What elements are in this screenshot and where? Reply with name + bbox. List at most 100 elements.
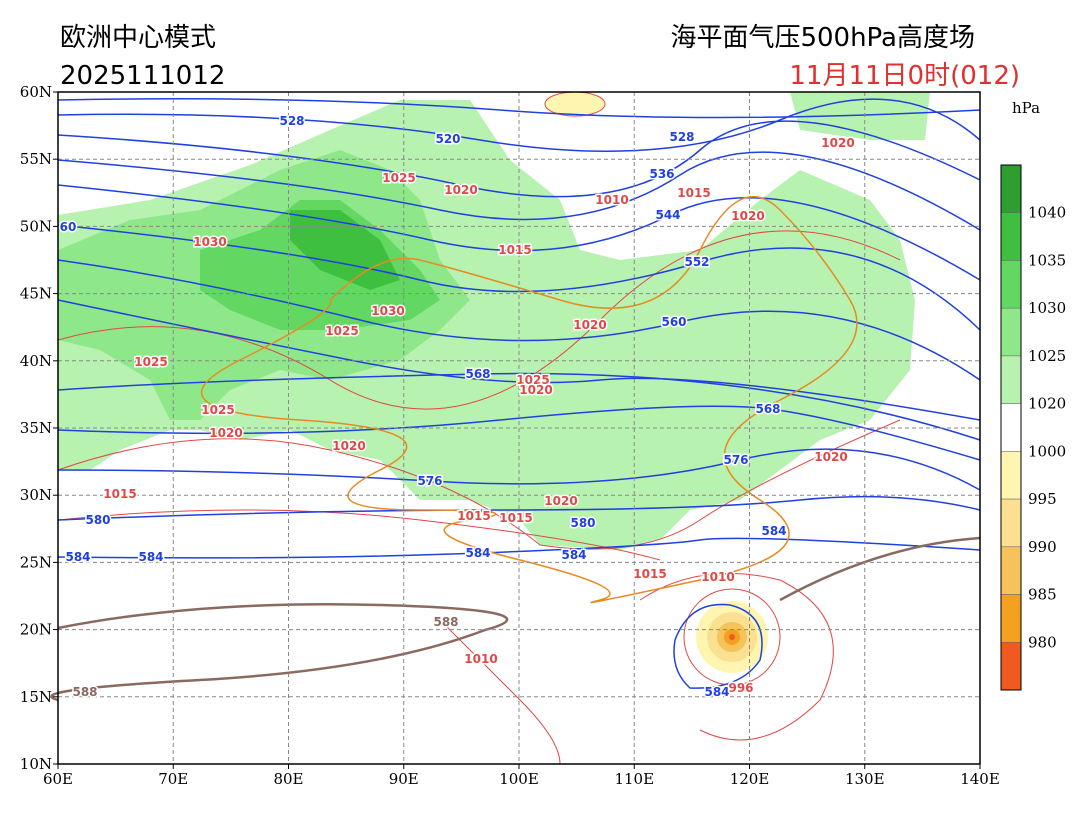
colorbar-label: 995	[1028, 490, 1057, 508]
pressure-label: 1025	[516, 373, 549, 387]
pressure-label: 1015	[457, 509, 490, 523]
pressure-label: 1030	[193, 235, 226, 249]
lat-label: 50N	[20, 217, 52, 235]
pressure-label: 1010	[464, 652, 497, 666]
shade-low	[729, 634, 735, 640]
colorbar-label: 1000	[1028, 442, 1066, 460]
run-time: 2025111012	[60, 61, 225, 91]
height-label: 584	[65, 550, 90, 564]
height-label: 584	[138, 550, 163, 564]
contour-labels: 528 520 528 536 544 552 560 568 568 576 576 580 580 5…	[58, 113, 856, 701]
pressure-label: 1025	[201, 403, 234, 417]
colorbar-swatch	[1000, 212, 1022, 261]
colorbar-frame	[1000, 164, 1022, 691]
colorbar-unit: hPa	[1012, 99, 1040, 117]
graticule: 10N 15N 20N 25N 30N 35N 40N 45N 50N 55N 60N 60E 70E 8…	[20, 83, 1000, 788]
lat-label: 45N	[20, 285, 52, 303]
lat-label: 30N	[20, 486, 52, 504]
border	[200, 195, 858, 604]
pressure-label: 1015	[677, 186, 710, 200]
pressure-label: 1020	[332, 439, 365, 453]
pressure-label: 1015	[103, 487, 136, 501]
shade-low	[544, 91, 606, 117]
height-label: 568	[755, 402, 780, 416]
pressure-label: 1030	[371, 304, 404, 318]
height-label: 576	[417, 474, 442, 488]
height-label: 528	[279, 114, 304, 128]
pressure-label: 1020	[731, 209, 764, 223]
isobars	[57, 230, 901, 765]
colorbar: hPa 1040 1035 1030 1025 1020 1000 995 990 985 980	[1000, 99, 1066, 691]
map-frame	[57, 91, 981, 765]
height-label: 580	[570, 516, 595, 530]
model-name: 欧洲中心模式	[60, 23, 216, 53]
lon-label: 60E	[43, 770, 73, 788]
lat-label: 40N	[20, 352, 52, 370]
height-label: 544	[655, 208, 680, 222]
pressure-label: 1015	[498, 243, 531, 257]
height-label: 584	[761, 524, 786, 538]
colorbar-swatch	[1000, 307, 1022, 357]
height-label: 560	[661, 315, 686, 329]
lat-label: 15N	[20, 688, 52, 706]
height-label: 528	[669, 130, 694, 144]
height-label: 60	[60, 220, 77, 234]
pressure-label: 1015	[633, 567, 666, 581]
height-label: 576	[723, 453, 748, 467]
lat-label: 60N	[20, 83, 52, 101]
colorbar-label: 1025	[1028, 347, 1066, 365]
lon-label: 90E	[389, 770, 419, 788]
colorbar-swatch	[1000, 164, 1022, 213]
pressure-label: 1020	[814, 450, 847, 464]
colorbar-label: 1030	[1028, 299, 1066, 317]
lat-label: 25N	[20, 553, 52, 571]
pressure-label: 1020	[821, 136, 854, 150]
pressure-label: 1010	[701, 570, 734, 584]
height-label: 520	[435, 132, 460, 146]
pressure-label: 1020	[444, 183, 477, 197]
lat-label: 20N	[20, 621, 52, 639]
height-contours	[57, 98, 981, 689]
pressure-label: 1010	[595, 193, 628, 207]
pressure-label: 1020	[209, 426, 242, 440]
colorbar-swatch	[1000, 546, 1022, 595]
height-label: 584	[704, 685, 729, 699]
pressure-label: 1015	[499, 511, 532, 525]
colorbar-swatch	[1000, 260, 1022, 309]
map-title: 海平面气压500hPa高度场	[670, 23, 975, 53]
ridge-label: 588	[72, 685, 97, 699]
colorbar-label: 1035	[1028, 251, 1066, 269]
pressure-label: 1020	[544, 494, 577, 508]
height-label: 580	[85, 513, 110, 527]
colorbar-label: 1040	[1028, 204, 1066, 222]
colorbar-label: 1020	[1028, 395, 1066, 413]
pressure-label: 1020	[573, 318, 606, 332]
lat-label: 35N	[20, 419, 52, 437]
lon-label: 80E	[273, 770, 303, 788]
pressure-label: 1025	[134, 355, 167, 369]
lat-label: 10N	[20, 755, 52, 773]
height-label: 536	[649, 167, 674, 181]
height-label: 552	[684, 255, 709, 269]
colorbar-swatch	[1000, 355, 1022, 404]
colorbar-label: 980	[1028, 633, 1057, 651]
ridge-label: 588	[433, 615, 458, 629]
height-label: 584	[465, 546, 490, 560]
colorbar-swatch	[1000, 498, 1022, 548]
lat-label: 55N	[20, 150, 52, 168]
colorbar-swatch	[1000, 642, 1022, 691]
shade-1020	[790, 92, 930, 140]
pressure-label: 1025	[325, 324, 358, 338]
lon-label: 100E	[499, 770, 539, 788]
height-label: 584	[561, 548, 586, 562]
colorbar-label: 985	[1028, 586, 1057, 604]
lon-label: 130E	[845, 770, 885, 788]
height-label: 568	[465, 367, 490, 381]
pressure-label: 996	[728, 681, 753, 695]
colorbar-swatch	[1000, 594, 1022, 643]
colorbar-swatch	[1000, 403, 1022, 452]
pressure-label: 1025	[382, 171, 415, 185]
valid-time: 11月11日0时(012)	[789, 61, 1020, 91]
lon-label: 120E	[730, 770, 770, 788]
